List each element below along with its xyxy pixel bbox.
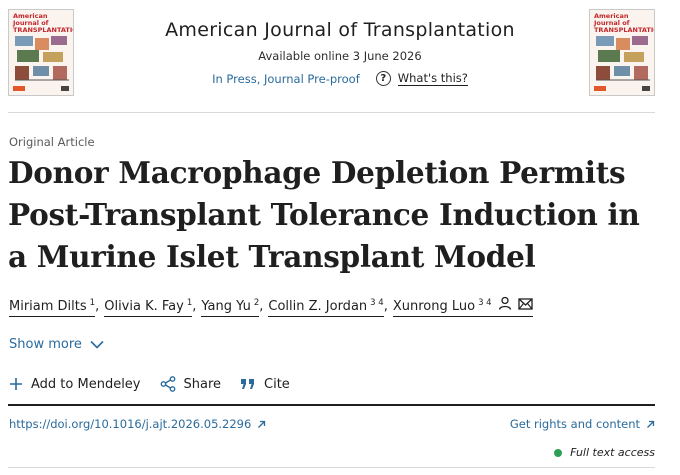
cover-mark [642,86,650,91]
cover-title: American Journal of TRANSPLANTATION [594,12,654,34]
author-affiliation: 2 [253,298,260,308]
cover-mark [61,86,69,91]
access-indicator-icon [554,448,563,457]
whats-this-button[interactable]: ? What's this? [375,70,468,86]
external-link-icon [647,420,655,428]
author-name: Miriam Dilts [9,299,87,314]
author-affiliation: 1 [186,298,193,308]
author-name: Collin Z. Jordan [268,299,368,314]
cite-label: Cite [264,376,290,392]
show-more-button[interactable]: Show more [9,337,104,352]
doi-text: https://doi.org/10.1016/j.ajt.2026.05.22… [9,417,252,431]
share-icon [160,376,175,392]
bottom-divider [8,467,655,468]
in-press-status: In Press, Journal Pre-proof [212,71,360,86]
journal-title[interactable]: American Journal of Transplantation [165,19,515,41]
journal-cover-left[interactable]: American Journal of TRANSPLANTATION [8,9,74,96]
plus-icon [10,378,22,390]
author-affiliation: 1 [89,298,96,308]
author-separator: , [95,299,100,314]
whats-this-label: What's this? [397,70,468,86]
article-actions: Add to Mendeley Share Cite [9,376,290,392]
cover-art [15,36,69,81]
add-to-mendeley-button[interactable]: Add to Mendeley [9,377,141,392]
author-link[interactable]: Olivia K. Fay 1 [104,298,193,317]
journal-cover-right[interactable]: American Journal of TRANSPLANTATION [589,9,655,96]
person-icon [498,296,511,310]
press-status-row: In Press, Journal Pre-proof ? What's thi… [90,71,590,86]
show-more-label: Show more [9,337,82,352]
availability-date: Available online 3 June 2026 [258,49,422,63]
author-list: Miriam Dilts 1, Olivia K. Fay 1, Yang Yu 2,… [9,296,533,317]
author-separator: , [383,299,388,314]
author-separator: , [192,299,197,314]
article-type: Original Article [9,135,95,149]
actions-divider [8,404,655,406]
author-affiliation: 3 4 [370,298,384,308]
add-to-mendeley-label: Add to Mendeley [31,376,141,392]
cover-logo [13,86,25,91]
quote-icon [241,379,255,389]
author-link[interactable]: Miriam Dilts 1 [9,298,96,317]
author-name: Yang Yu [201,299,251,314]
author-affiliation: 3 4 [478,298,492,308]
author-name: Olivia K. Fay [104,299,184,314]
doi-link[interactable]: https://doi.org/10.1016/j.ajt.2026.05.22… [9,417,266,431]
mail-icon [517,298,533,310]
cite-button[interactable]: Cite [240,377,290,392]
cover-title: American Journal of TRANSPLANTATION [13,12,73,34]
author-link[interactable]: Collin Z. Jordan 3 4 [268,298,384,317]
author-link[interactable]: Yang Yu 2 [201,298,260,317]
access-status: Full text access [554,446,655,459]
question-icon: ? [375,71,391,86]
header-divider [8,112,655,113]
rights-text: Get rights and content [509,417,640,431]
author-link-corresponding[interactable]: Xunrong Luo 3 4 [392,296,533,317]
article-title: Donor Macrophage Depletion Permits Post-… [8,155,640,274]
author-name: Xunrong Luo [392,299,476,314]
author-separator: , [259,299,264,314]
cover-art [596,36,650,81]
share-button[interactable]: Share [160,376,222,392]
access-label: Full text access [570,446,655,459]
share-label: Share [183,376,222,392]
cover-logo [594,86,606,91]
external-link-icon [258,420,266,428]
journal-header: American Journal of Transplantation Avai… [90,19,590,86]
rights-link[interactable]: Get rights and content [510,417,655,431]
chevron-down-icon [90,340,104,349]
